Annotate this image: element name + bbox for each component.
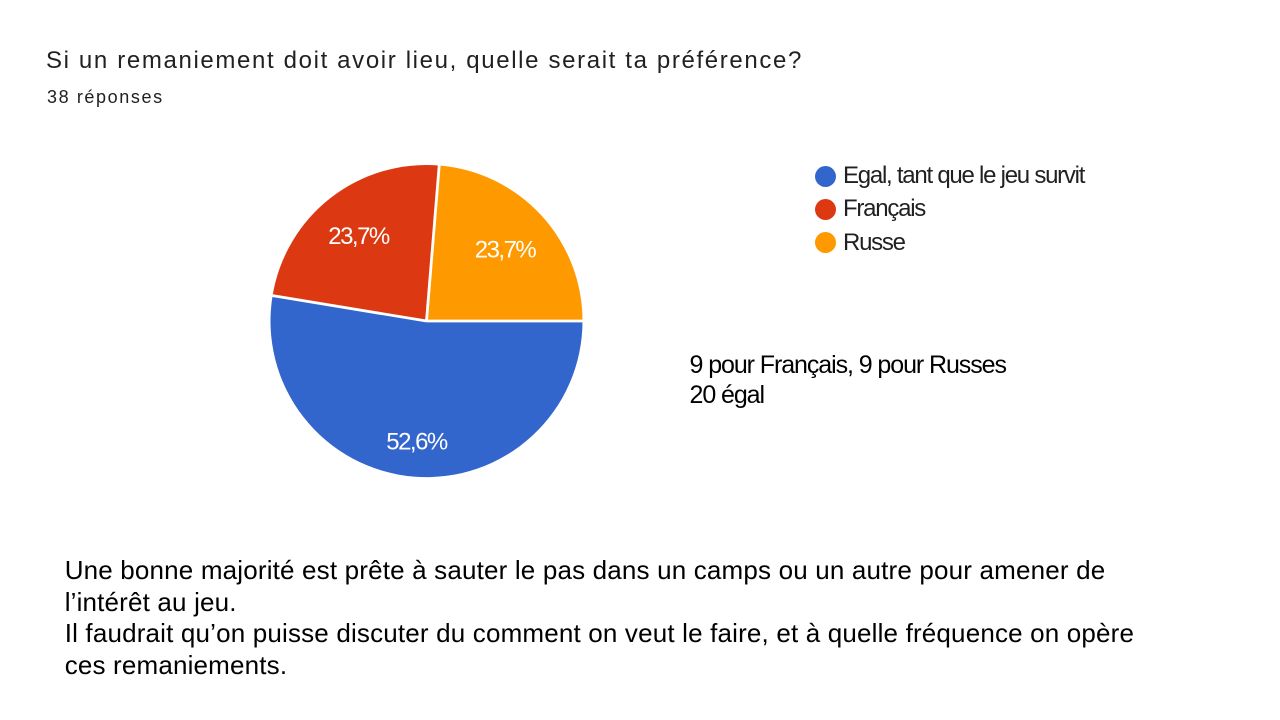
svg-text:23,7%: 23,7% xyxy=(328,223,390,250)
svg-text:23,7%: 23,7% xyxy=(475,236,537,263)
svg-text:52,6%: 52,6% xyxy=(386,428,448,455)
